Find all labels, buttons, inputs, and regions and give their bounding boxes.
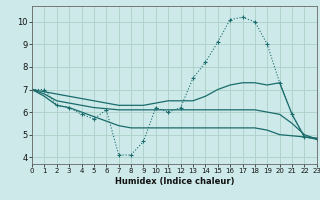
X-axis label: Humidex (Indice chaleur): Humidex (Indice chaleur): [115, 177, 234, 186]
